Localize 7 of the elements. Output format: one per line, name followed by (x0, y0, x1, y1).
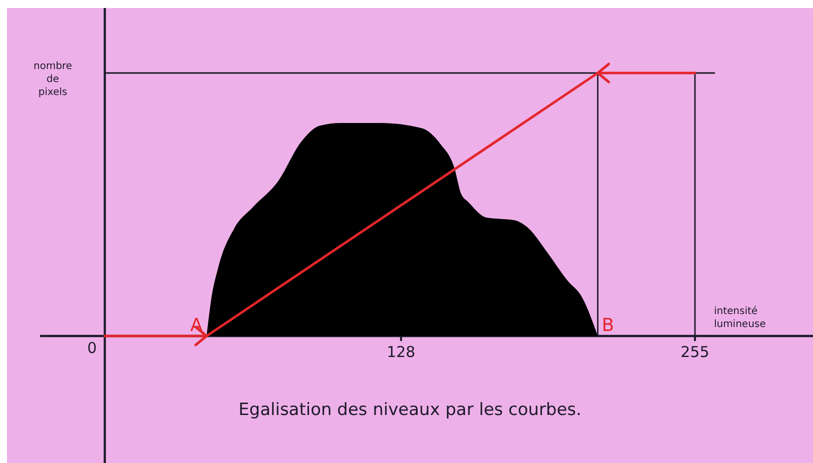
y-axis-title: nombre de pixels (34, 61, 72, 98)
x-tick-label: 255 (680, 343, 710, 361)
x-tick-label: 128 (386, 343, 416, 361)
annotation: B (602, 315, 614, 336)
text: Egalisation des niveaux par les courbes. (238, 400, 582, 420)
x-tick-label: 0 (87, 339, 97, 357)
x-axis-title: intensité lumineuse (714, 306, 766, 330)
